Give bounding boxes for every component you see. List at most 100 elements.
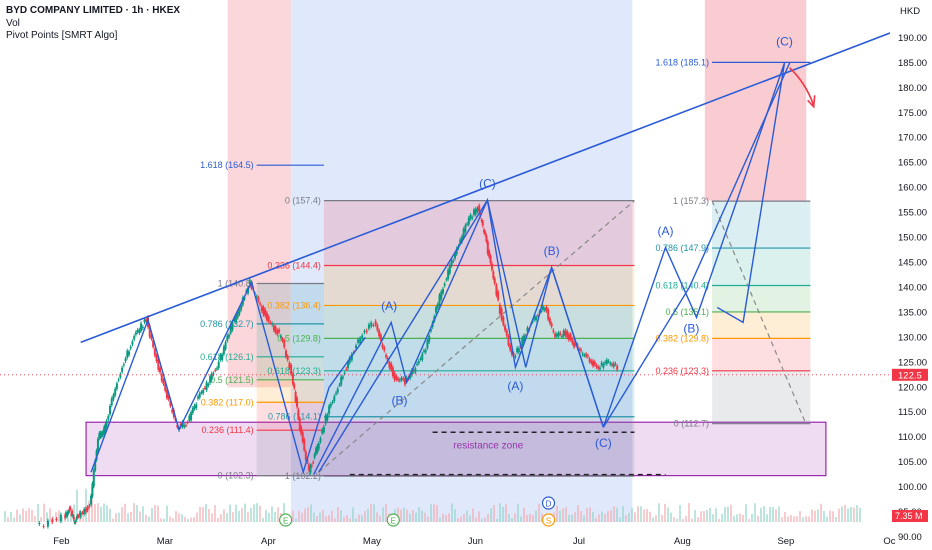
volume-bar <box>472 508 474 522</box>
y-tick-14: 160.00 <box>898 183 927 194</box>
candle-body <box>378 330 381 337</box>
volume-bar <box>637 506 639 522</box>
wave-label-1: (B) <box>544 244 560 258</box>
volume-bar <box>679 505 681 522</box>
candle-body <box>395 376 398 380</box>
candle-body <box>578 349 581 351</box>
candle-body <box>186 422 189 424</box>
fib-label-0-3: 0.5 (121.5) <box>210 375 254 385</box>
volume-bar <box>778 506 780 522</box>
volume-bar <box>763 505 765 522</box>
candle-body <box>560 336 563 338</box>
x-tick-3: May <box>363 536 381 547</box>
volume-bar <box>457 518 459 522</box>
volume-bar <box>586 507 588 522</box>
candle-body <box>198 393 201 398</box>
volume-bar <box>622 506 624 522</box>
volume-bar <box>754 503 756 522</box>
candle-body <box>450 260 453 266</box>
volume-bar <box>361 515 363 522</box>
candle-body <box>321 429 324 434</box>
candle-body <box>495 284 498 296</box>
volume-bar <box>202 507 204 522</box>
candle-body <box>303 439 306 451</box>
volume-bar <box>592 511 594 522</box>
candle-body <box>255 296 258 298</box>
resistance-zone-box <box>85 421 827 477</box>
candle-body <box>435 307 438 313</box>
candle-body <box>248 279 251 285</box>
candle-body <box>585 354 588 357</box>
candle-body <box>140 323 143 331</box>
candle-body <box>365 330 368 332</box>
volume-bar <box>418 507 420 522</box>
fib-zone-2-3 <box>712 311 811 339</box>
candle-body <box>92 470 95 487</box>
candle-body <box>70 513 73 515</box>
candle-body <box>272 325 275 331</box>
time-axis[interactable]: Feb Mar Apr May Jun Jul Aug Sep Oc <box>0 532 896 550</box>
volume-bar <box>403 507 405 522</box>
candle-body <box>490 263 493 270</box>
candle-body <box>264 309 267 316</box>
volume-bar <box>406 509 408 522</box>
candle-body <box>347 361 350 369</box>
volume-bar <box>619 517 621 522</box>
candle-body <box>291 373 294 384</box>
wave-label-3: (B) <box>391 394 407 408</box>
volume-indicator-label[interactable]: Vol <box>6 18 20 29</box>
candle-body <box>77 515 80 517</box>
volume-bar <box>820 503 822 522</box>
y-tick-9: 135.00 <box>898 307 927 318</box>
candle-body <box>197 396 199 399</box>
candle-body <box>567 334 570 340</box>
candle-body <box>121 367 124 372</box>
volume-bar <box>148 516 150 522</box>
wave-label-4: (A) <box>507 379 523 393</box>
volume-bar <box>649 511 651 522</box>
candle-body <box>341 376 344 379</box>
candle-body <box>476 208 479 212</box>
candle-body <box>301 432 304 442</box>
candle-body <box>114 388 117 396</box>
candle-body <box>134 332 137 335</box>
candle-body <box>440 291 443 300</box>
candle-body <box>426 340 429 349</box>
candle-body <box>464 225 467 232</box>
volume-bar <box>556 505 558 522</box>
candle-body <box>564 330 567 336</box>
volume-bar <box>175 511 177 522</box>
candle-body <box>612 363 615 367</box>
price-axis[interactable]: HKD90.0095.00100.00105.00110.00115.00120… <box>890 0 932 550</box>
event-icon-label-1: E <box>391 517 396 526</box>
candle-body <box>240 305 243 310</box>
volume-bar <box>10 511 12 522</box>
candle-body <box>260 306 263 312</box>
wave-label-6: (A) <box>657 224 673 238</box>
candle-body <box>234 315 237 323</box>
volume-bar <box>199 506 201 522</box>
volume-bar <box>409 513 411 522</box>
fib-label-2-1: 0.786 (147.9) <box>656 243 710 253</box>
volume-bar <box>445 515 447 522</box>
candle-body <box>359 337 362 344</box>
volume-bar <box>37 503 39 522</box>
pivot-indicator-label[interactable]: Pivot Points [SMRT Algo] <box>6 30 118 41</box>
volume-bar <box>205 504 207 522</box>
candle-body <box>379 334 382 341</box>
candle-body <box>316 445 319 453</box>
candle-body <box>340 376 343 385</box>
volume-bar <box>856 505 858 522</box>
volume-bar <box>412 509 414 522</box>
candle-body <box>262 307 265 315</box>
candle-body <box>290 365 293 375</box>
candle-body <box>88 505 91 507</box>
volume-bar <box>493 505 495 522</box>
volume-bar <box>196 512 198 522</box>
volume-bar <box>193 517 195 522</box>
candle-body <box>410 370 413 375</box>
volume-bar <box>328 514 330 522</box>
volume-bar <box>310 504 312 522</box>
candle-body <box>535 316 538 321</box>
